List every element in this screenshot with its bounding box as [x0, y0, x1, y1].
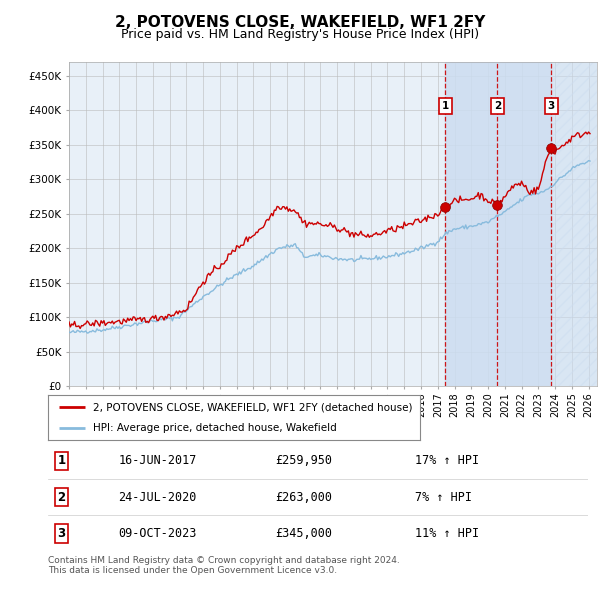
Bar [445, 62, 551, 386]
Bar [551, 62, 597, 386]
Text: 2, POTOVENS CLOSE, WAKEFIELD, WF1 2FY (detached house): 2, POTOVENS CLOSE, WAKEFIELD, WF1 2FY (d… [92, 402, 412, 412]
Text: 3: 3 [58, 527, 65, 540]
Text: 1: 1 [442, 101, 449, 111]
Text: 3: 3 [548, 101, 555, 111]
Text: £259,950: £259,950 [275, 454, 332, 467]
Text: 2: 2 [58, 490, 65, 504]
Text: Price paid vs. HM Land Registry's House Price Index (HPI): Price paid vs. HM Land Registry's House … [121, 28, 479, 41]
Text: HPI: Average price, detached house, Wakefield: HPI: Average price, detached house, Wake… [92, 422, 337, 432]
Text: 24-JUL-2020: 24-JUL-2020 [118, 490, 197, 504]
Text: 1: 1 [58, 454, 65, 467]
Text: 2, POTOVENS CLOSE, WAKEFIELD, WF1 2FY: 2, POTOVENS CLOSE, WAKEFIELD, WF1 2FY [115, 15, 485, 30]
Text: 16-JUN-2017: 16-JUN-2017 [118, 454, 197, 467]
Text: 09-OCT-2023: 09-OCT-2023 [118, 527, 197, 540]
Text: 7% ↑ HPI: 7% ↑ HPI [415, 490, 472, 504]
Text: 11% ↑ HPI: 11% ↑ HPI [415, 527, 479, 540]
Text: 17% ↑ HPI: 17% ↑ HPI [415, 454, 479, 467]
Text: £263,000: £263,000 [275, 490, 332, 504]
Text: 2: 2 [494, 101, 501, 111]
Text: £345,000: £345,000 [275, 527, 332, 540]
Text: Contains HM Land Registry data © Crown copyright and database right 2024.
This d: Contains HM Land Registry data © Crown c… [48, 556, 400, 575]
